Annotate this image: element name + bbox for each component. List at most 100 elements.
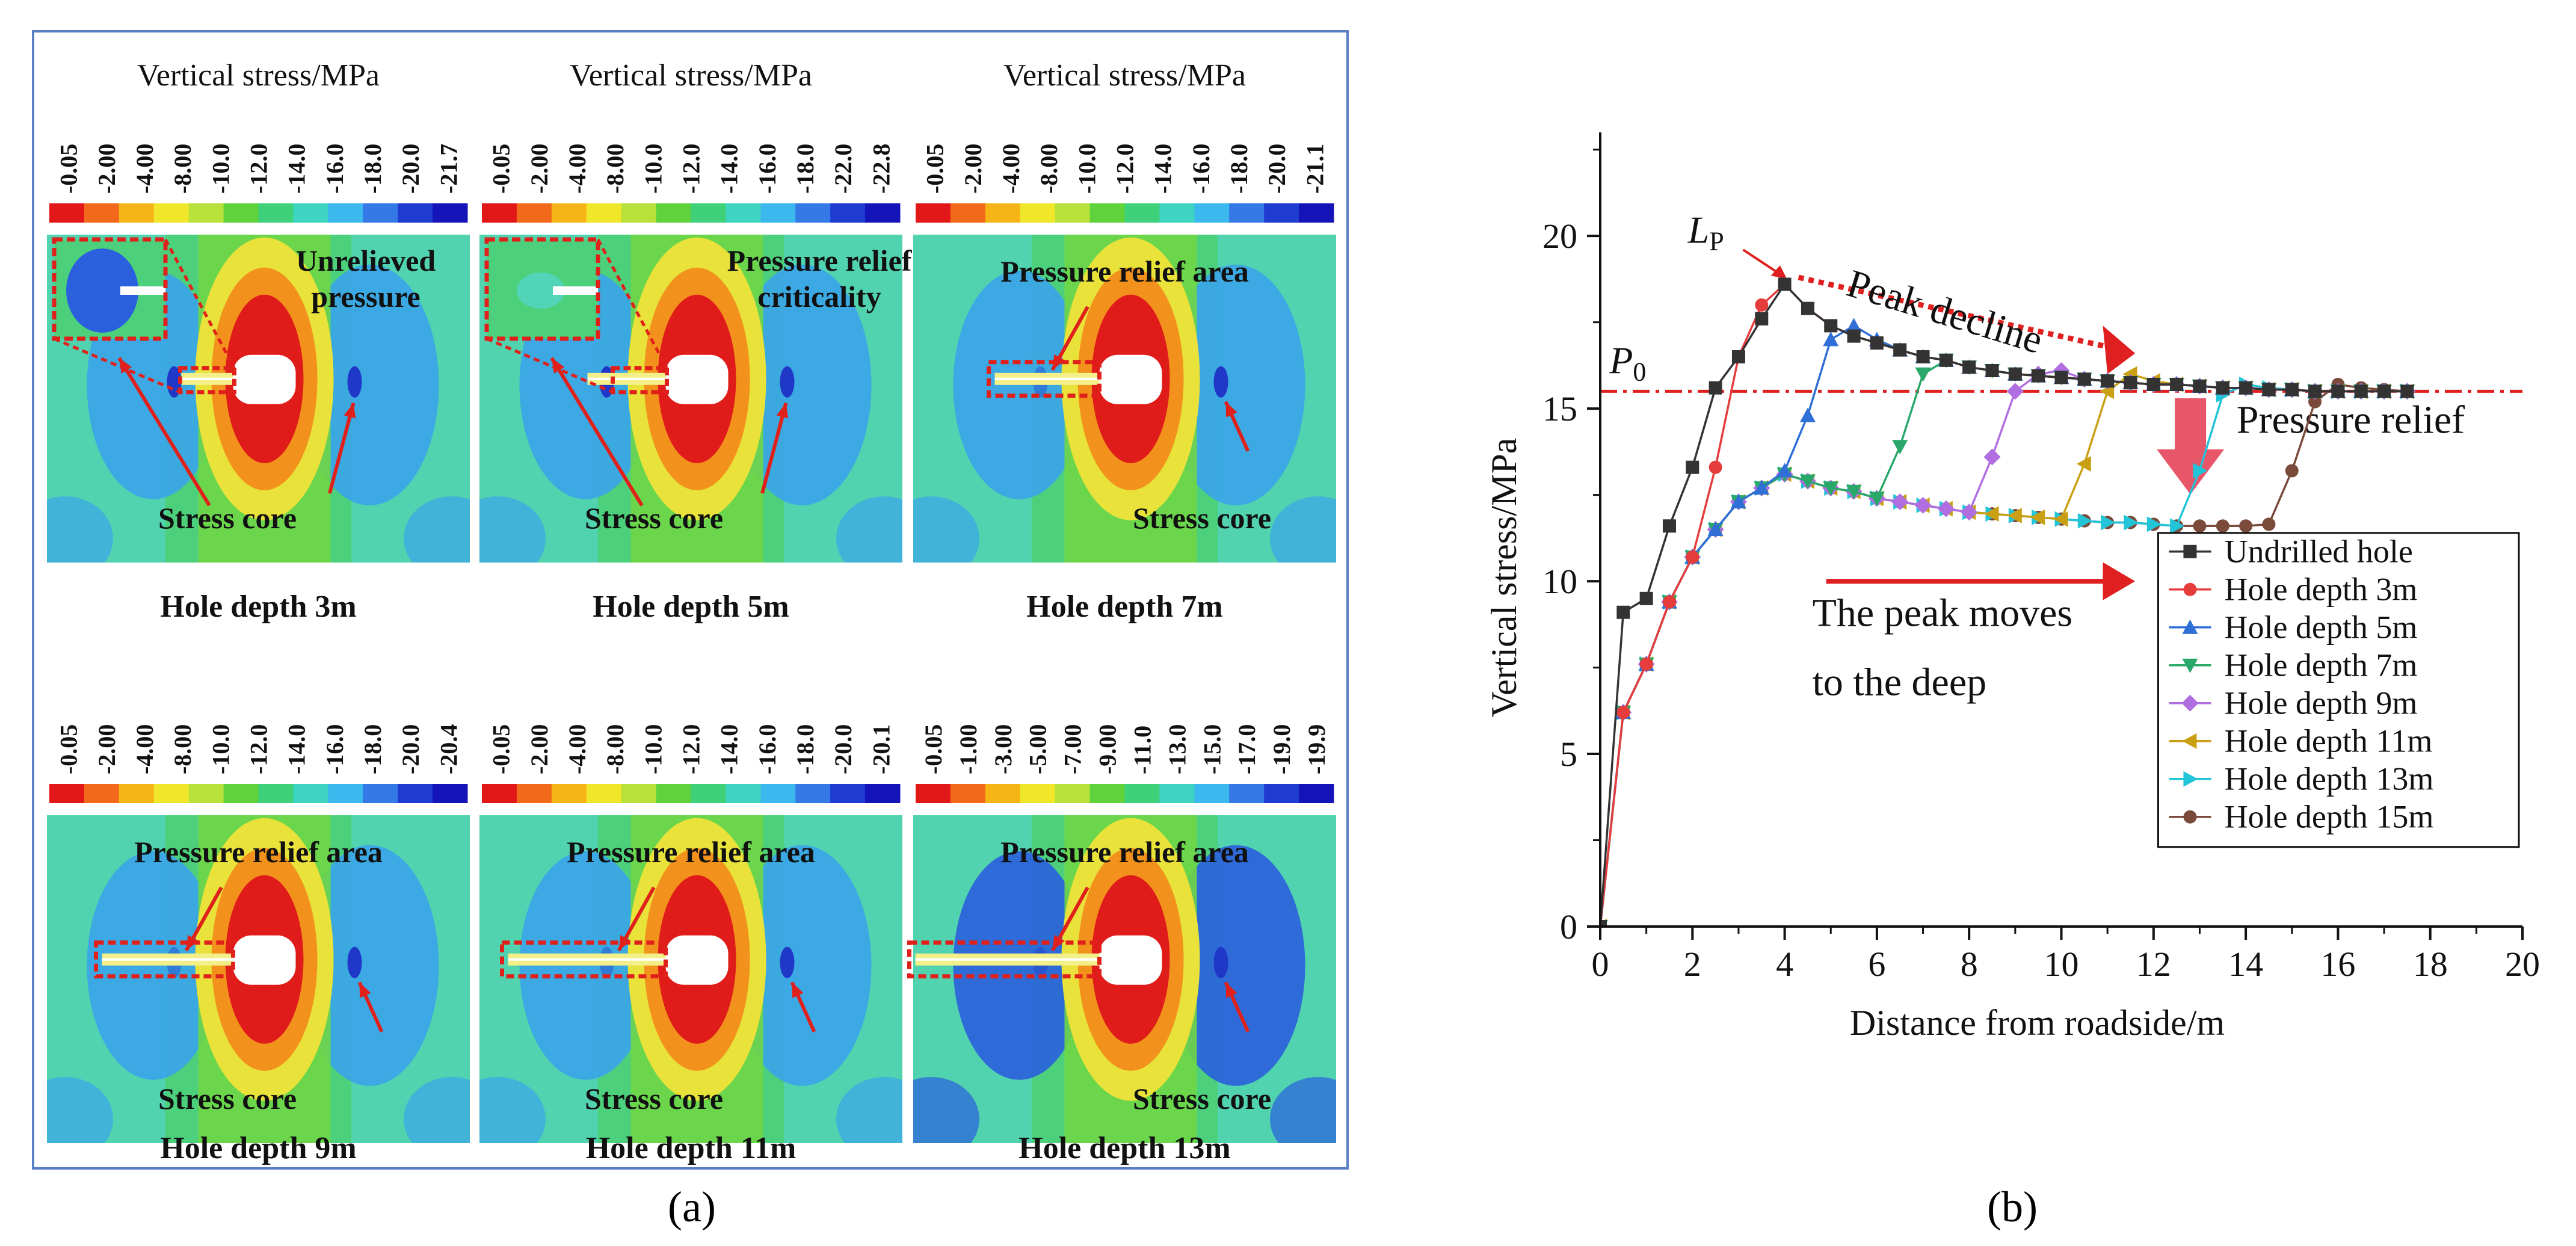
colorbar-swatch: [1159, 203, 1195, 223]
colorbar-tick: -9.00: [1094, 724, 1121, 774]
colorbar-title: Vertical stress/MPa: [1003, 58, 1246, 93]
colorbar-tick: -18.0: [359, 144, 386, 194]
corner-lobe: [836, 496, 902, 563]
corner-lobe: [47, 1077, 113, 1143]
colorbar-tick: -18.0: [359, 724, 386, 774]
stress-lobe-right: [1166, 264, 1305, 505]
data-point: [2146, 516, 2162, 532]
colorbar-swatch: [328, 203, 363, 223]
colorbar-tick: -16.0: [321, 724, 348, 774]
colorbar-swatch: [691, 784, 726, 803]
colorbar-tick: -8.00: [602, 144, 629, 194]
colorbar-swatch: [188, 203, 224, 223]
corner-lobe: [836, 1077, 902, 1143]
data-point: [1686, 550, 1699, 564]
stress-core-right: [347, 366, 362, 398]
colorbar-swatch: [1194, 784, 1230, 803]
corner-lobe: [47, 496, 113, 563]
colorbar-tick: -16.0: [754, 724, 781, 774]
data-point: [1846, 484, 1862, 499]
colorbar-swatch: [865, 203, 901, 223]
data-point: [2183, 771, 2198, 787]
data-point: [1662, 595, 1676, 609]
y-tick-label: 0: [1560, 907, 1577, 946]
data-point: [1799, 474, 1816, 489]
reference-line-subscript: 0: [1633, 357, 1646, 386]
colorbar-swatch: [223, 203, 259, 223]
data-point: [2183, 582, 2197, 596]
data-point: [1984, 506, 1999, 522]
colorbar-tick: -21.1: [1301, 144, 1328, 194]
arrow-to-inset: [117, 357, 211, 507]
cell-caption: Hole depth 13m: [1018, 1131, 1230, 1165]
stress-core-right: [1213, 366, 1228, 398]
colorbar-tick: -8.00: [169, 724, 196, 774]
x-tick-label: 10: [2044, 945, 2079, 984]
colorbar-tick: -8.00: [602, 724, 629, 774]
data-point: [2101, 514, 2116, 531]
data-point: [2354, 384, 2368, 398]
contour-cell-5: -0.05 -2.00 -4.00 -8.00 -10.0 -12.0 -14.0 -16.0…: [479, 724, 902, 1165]
data-point: [1985, 364, 1999, 377]
data-point: [2285, 464, 2299, 478]
chart-axes: 0 2 4 6 8 10 12 14 16 18 20 0 5 10 15 20 Distance from r…: [1484, 132, 2540, 1043]
relief-box: [94, 940, 235, 979]
data-point: [1639, 657, 1653, 671]
relief-box: [987, 360, 1102, 398]
data-point: [1754, 480, 1770, 495]
colorbar-swatch: [363, 203, 398, 223]
data-point: [1686, 460, 1699, 474]
data-point: [1893, 343, 1907, 357]
colorbar-swatch: [258, 784, 294, 803]
data-point: [1891, 493, 1909, 511]
roadway-opening: [1099, 354, 1162, 404]
data-point: [2239, 381, 2253, 395]
peak-label: LP: [1687, 209, 1724, 256]
field-label: Pressure relief area: [567, 835, 815, 869]
colorbar-swatch: [726, 203, 761, 223]
data-point: [1616, 605, 1630, 619]
colorbar-tick: -12.0: [678, 724, 705, 774]
arrow-to-core-head: [1225, 401, 1237, 418]
arrow-to-core-head: [776, 402, 789, 419]
stress-core-right: [1213, 946, 1228, 978]
contour-cell-1: Vertical stress/MPa-0.05 -2.00 -4.00 -8.00-…: [47, 58, 470, 624]
relief-box: [907, 940, 1102, 979]
zoom-line: [486, 337, 614, 394]
colorbar-tick: -19.9: [1303, 724, 1330, 774]
stress-core-right: [780, 946, 795, 978]
field-label: Pressure relief area: [1000, 254, 1249, 288]
colorbar-tick: -19.0: [1268, 724, 1295, 774]
roadway-opening: [665, 935, 729, 985]
stress-lobe-right: [733, 845, 872, 1086]
stress-lobe-right: [300, 845, 439, 1086]
stress-field: [913, 815, 1336, 1143]
corner-lobe: [479, 1077, 546, 1143]
colorbar-tick: -20.0: [397, 144, 424, 194]
colorbar-swatch: [84, 203, 120, 223]
x-tick-label: 6: [1868, 945, 1885, 984]
colorbar-tick: -2.00: [526, 724, 553, 774]
data-point: [1755, 298, 1769, 312]
corner-lobe: [404, 1077, 470, 1143]
data-point: [2182, 733, 2197, 749]
colorbar-swatch: [188, 784, 224, 803]
stress-core-label: Stress core: [158, 501, 297, 535]
peak-decline-arrowhead: [2103, 325, 2136, 374]
data-point: [2331, 384, 2345, 398]
roadway-opening: [1099, 935, 1162, 985]
data-point: [2377, 384, 2391, 398]
roadway-opening: [233, 354, 296, 404]
peak-pointer-head: [1770, 265, 1787, 279]
colorbar-tick: -8.00: [1035, 144, 1062, 194]
colorbar-tick: -0.05: [55, 144, 82, 194]
data-point: [1730, 494, 1746, 509]
colorbar-tick: -14.0: [283, 724, 310, 774]
data-point: [1937, 500, 1955, 517]
colorbar-tick: -16.0: [321, 144, 348, 194]
legend-entry: Hole depth 7m: [2224, 647, 2417, 683]
colorbar-tick: -2.00: [93, 144, 120, 194]
colorbar-tick: -0.05: [920, 724, 947, 774]
data-point: [1707, 522, 1724, 536]
